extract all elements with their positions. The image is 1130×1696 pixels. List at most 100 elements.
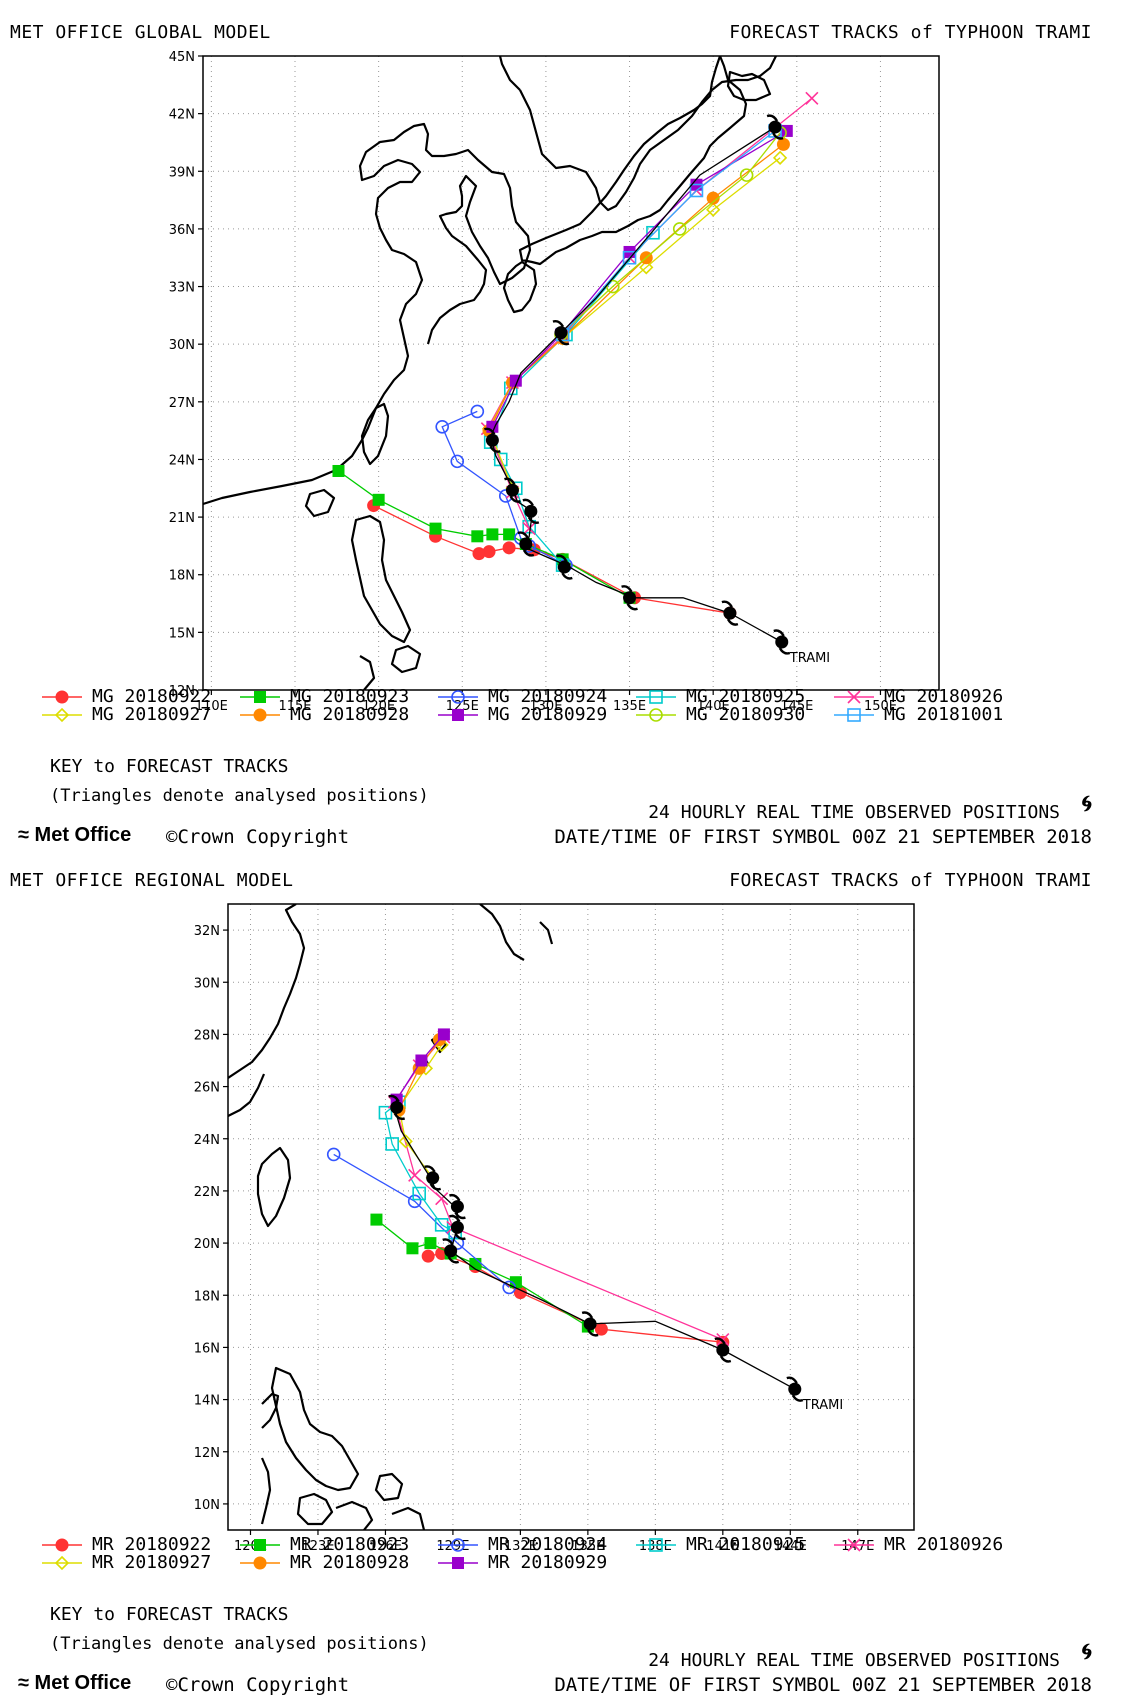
series-point [424,1237,437,1250]
legend-label: MG 20180924 [488,686,608,707]
typhoon-observed-icon [552,320,570,346]
legend-item: MG 20180927 [40,704,211,725]
y-tick-label: 36N [169,223,195,238]
legend-marker [451,1538,465,1552]
series-point [450,454,465,469]
x-tick-label: 140E [697,699,730,714]
observed-track-line [490,126,783,643]
typhoon-observed-icon [504,477,521,503]
legend-marker [847,708,861,722]
typhoon-observed-icon [424,1165,442,1191]
legend-item: MR 20180926 [832,1534,1004,1555]
typhoon-observed-icon [442,1238,460,1264]
legend-marker [253,708,267,722]
first-symbol-datetime: DATE/TIME OF FIRST SYMBOL 00Z 21 SEPTEMB… [554,1674,1092,1696]
legend-label: MG 20180930 [686,704,806,725]
legend-swatch [636,1538,676,1552]
y-tick-label: 32N [194,924,220,939]
copyright: ©Crown Copyright [166,826,350,848]
series-point [421,1249,435,1263]
x-tick-label: 144E [774,1539,807,1554]
legend-marker [847,690,861,704]
typhoon-observed-icon [786,1376,804,1402]
legend-marker [54,707,70,723]
y-tick-label: 39N [169,165,195,180]
y-tick-label: 28N [194,1028,220,1043]
legend-marker [254,691,266,703]
storm-label: TRAMI [789,651,830,666]
legend-swatch [636,690,676,704]
series-point [606,279,620,294]
x-tick-label: 132E [504,1539,537,1554]
series-point [509,1276,522,1289]
series-point [385,1137,399,1151]
legend-item: MG 20180923 [238,686,409,707]
legend-label: MR 20180928 [290,1552,410,1573]
legend-item: MG 20180922 [40,686,211,707]
series-point [435,419,450,434]
legend-item: MG 20180929 [436,704,608,725]
legend-item: MR 20180922 [40,1534,211,1555]
legend-swatch [438,1538,478,1552]
chart-title: FORECAST TRACKS of TYPHOON TRAMI [729,870,1092,891]
key-note: (Triangles denote analysed positions) [50,1634,429,1654]
legend-label: MR 20180925 [686,1534,806,1555]
series-point [639,260,654,275]
series-point [429,522,442,535]
series-point [672,222,687,236]
legend-swatch [42,1555,82,1571]
series-line [384,1101,456,1234]
model-title: MET OFFICE REGIONAL MODEL [10,870,294,891]
global-track-map: 110E 115E 120E 125E 130E 135E 140E 145E 150E12N1… [169,50,940,714]
series-point [503,528,516,541]
legend-marker [451,690,465,704]
series-point [486,528,499,541]
typhoon-observed-icon [484,427,501,453]
series-point [332,464,345,477]
legend-marker [649,1538,663,1552]
legend-swatch [834,1538,874,1552]
typhoon-observed-icon [388,1094,406,1121]
legend-marker [649,690,663,704]
typhoon-observed-icon [721,600,739,626]
observed-positions-label: 24 HOURLY REAL TIME OBSERVED POSITIONS [648,1650,1060,1671]
series-point [594,1322,608,1336]
legend-label: MG 20181001 [884,704,1004,725]
observed-positions-label: 24 HOURLY REAL TIME OBSERVED POSITIONS [648,802,1060,823]
x-tick-label: 150E [864,699,897,714]
legend-label: MG 20180926 [884,686,1004,707]
legend-swatch [240,708,280,722]
series-point [434,1218,449,1232]
series-point [408,1168,422,1182]
series-point [398,1134,413,1149]
x-tick-label: 138E [639,1539,672,1554]
y-tick-label: 15N [169,626,195,641]
x-tick-label: 145E [780,699,813,714]
series-point [415,1054,428,1067]
chart-title: FORECAST TRACKS of TYPHOON TRAMI [729,22,1092,43]
legend-swatch [438,1557,478,1569]
legend-label: MG 20180929 [488,704,608,725]
series-point [622,250,637,265]
typhoon-observed-icon [555,554,573,580]
typhoon-symbol-icon: 🌀︎ [1081,792,1092,817]
typhoon-symbol-icon: 🌀︎ [1081,1640,1092,1665]
observed-track [484,114,791,655]
x-tick-label: 123E [301,1539,334,1554]
plot-frame [227,903,915,1531]
series-point [407,1194,422,1209]
series-point [739,168,754,182]
series-point [471,530,484,543]
legend-item: MG 20181001 [832,704,1004,725]
legend-marker [649,708,663,722]
legend-item: MR 20180925 [634,1534,806,1555]
observed-track [388,1094,804,1402]
brand-name: Met Office [34,1672,132,1694]
global-model-panel: MET OFFICE GLOBAL MODEL FORECAST TRACKS … [10,22,1092,848]
legend-label: MR 20180926 [884,1534,1004,1555]
model-title: MET OFFICE GLOBAL MODEL [10,22,271,43]
coastlines [203,56,777,690]
legend-label: MR 20180923 [290,1534,410,1555]
legend-item: MG 20180924 [436,686,608,707]
series-point [772,150,788,165]
